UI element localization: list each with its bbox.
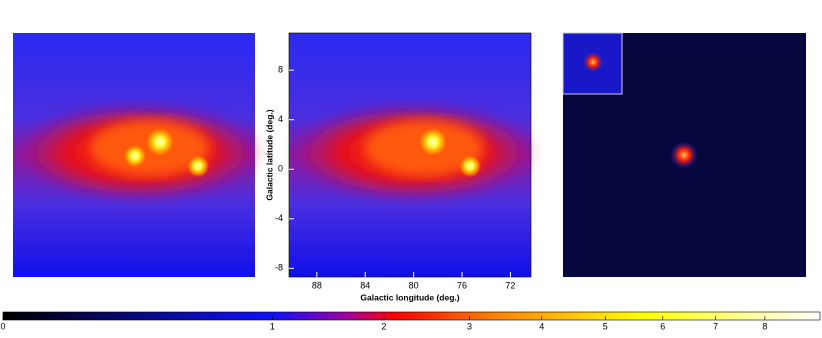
colorbar: [2, 311, 821, 321]
x-tick-label: 80: [409, 280, 419, 290]
y-tick-label: -8: [275, 263, 283, 273]
right-panel: [562, 32, 806, 277]
colorbar-tick-label: 7: [713, 321, 718, 331]
x-tick-label: 84: [360, 280, 370, 290]
colorbar-tick-label: 6: [660, 321, 665, 331]
colorbar-tick-label: 3: [467, 321, 472, 331]
colorbar-tick-label: 1: [270, 321, 275, 331]
left-panel: [13, 33, 265, 277]
y-tick-label: 4: [278, 114, 283, 124]
colorbar-tick-label: 8: [762, 321, 767, 331]
middle-panel: [289, 33, 539, 277]
x-tick-label: 76: [457, 280, 467, 290]
colorbar-tick-label: 5: [603, 321, 608, 331]
colorbar-tick-label: 0: [0, 321, 5, 331]
y-tick-label: -4: [275, 213, 283, 223]
y-label: Galactic latitude (deg.): [264, 109, 274, 200]
colorbar-tick-label: 2: [381, 321, 386, 331]
y-tick-label: 0: [278, 164, 283, 174]
y-tick-label: 8: [278, 65, 283, 75]
x-tick-label: 88: [312, 280, 322, 290]
x-tick-label: 72: [505, 280, 515, 290]
frame: [288, 32, 532, 278]
colorbar-tick-label: 4: [539, 321, 544, 331]
x-label: Galactic longitude (deg.): [360, 292, 459, 302]
